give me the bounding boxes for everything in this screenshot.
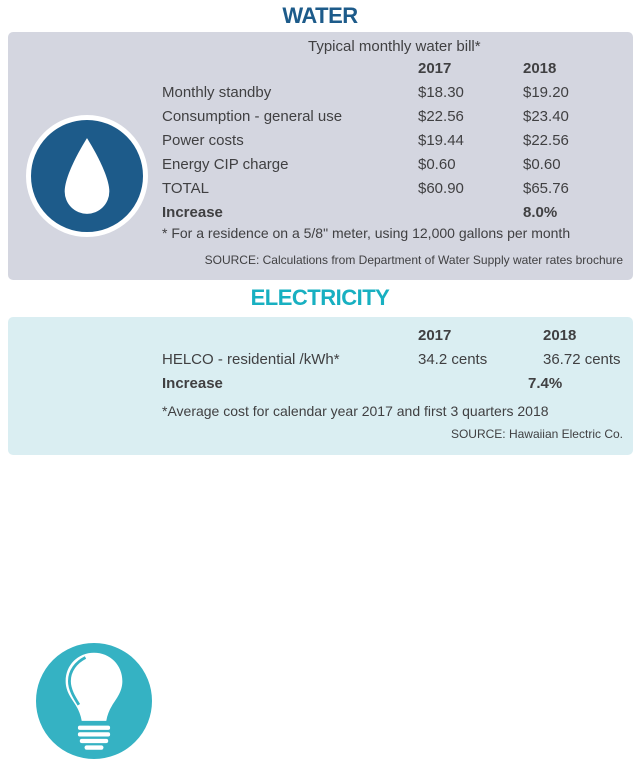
water-column-2017: 2017: [418, 60, 452, 77]
row-label: Increase: [162, 375, 223, 392]
row-label: HELCO - residential /kWh*: [162, 351, 340, 368]
row-value-2018: 7.4%: [528, 375, 563, 392]
row-value-2017: 34.2 cents: [418, 351, 488, 368]
table-row: Power costs $19.44 $22.56: [8, 132, 633, 150]
row-value-2018: $22.56: [523, 132, 569, 149]
row-value-2018: $0.60: [523, 156, 561, 173]
water-subtitle: Typical monthly water bill*: [308, 38, 481, 55]
row-value-2018: 8.0%: [523, 204, 558, 221]
water-column-headers: 2017 2018: [8, 60, 633, 78]
row-value-2017: $19.44: [418, 132, 464, 149]
row-value-2017: $18.30: [418, 84, 464, 101]
electricity-column-2018: 2018: [543, 327, 577, 344]
water-column-2018: 2018: [523, 60, 557, 77]
electricity-footnote: *Average cost for calendar year 2017 and…: [162, 403, 549, 419]
row-label: Monthly standby: [162, 84, 272, 101]
row-value-2017: $0.60: [418, 156, 456, 173]
utility-rates-infographic: WATER Typical monthly water bill* 2017 2…: [8, 3, 633, 764]
electricity-column-2017: 2017: [418, 327, 452, 344]
table-row: Monthly standby $18.30 $19.20: [8, 84, 633, 102]
row-label: Power costs: [162, 132, 244, 149]
row-value-2018: 36.72 cents: [543, 351, 621, 368]
row-label: Consumption - general use: [162, 108, 343, 125]
table-row: Consumption - general use $22.56 $23.40: [8, 108, 633, 126]
row-value-2018: $23.40: [523, 108, 569, 125]
table-row: Energy CIP charge $0.60 $0.60: [8, 156, 633, 174]
water-footnote: * For a residence on a 5/8" meter, using…: [162, 225, 571, 241]
row-label: TOTAL: [162, 180, 209, 197]
row-label: Energy CIP charge: [162, 156, 289, 173]
row-value-2018: $65.76: [523, 180, 569, 197]
table-row-increase: Increase 8.0%: [8, 204, 633, 222]
table-row: HELCO - residential /kWh* 34.2 cents 36.…: [8, 351, 633, 369]
electricity-section-title: ELECTRICITY: [250, 285, 390, 310]
table-row-total: TOTAL $60.90 $65.76: [8, 180, 633, 198]
row-value-2017: $22.56: [418, 108, 464, 125]
electricity-column-headers: 2017 2018: [8, 327, 633, 345]
row-value-2018: $19.20: [523, 84, 569, 101]
water-drop-icon: [26, 115, 148, 237]
water-source: SOURCE: Calculations from Department of …: [204, 253, 623, 267]
light-bulb-icon: [31, 638, 157, 764]
row-value-2017: $60.90: [418, 180, 464, 197]
electricity-source: SOURCE: Hawaiian Electric Co.: [450, 427, 623, 441]
table-row-increase: Increase 7.4%: [8, 375, 633, 393]
electricity-panel: 2017 2018 HELCO - residential /kWh* 34.2…: [8, 317, 633, 764]
row-label: Increase: [162, 204, 223, 221]
water-panel: Typical monthly water bill* 2017 2018 Mo…: [8, 32, 633, 280]
water-section-title: WATER: [282, 3, 358, 28]
